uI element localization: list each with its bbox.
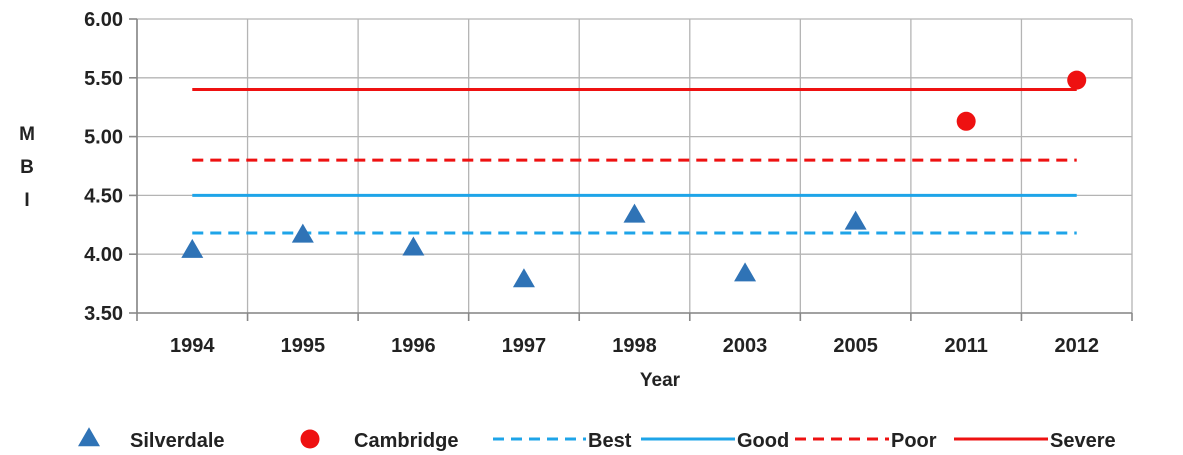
legend-symbol-cambridge — [300, 429, 320, 449]
point-silverdale — [623, 203, 646, 223]
x-tick-label: 2011 — [944, 335, 987, 357]
x-tick-label: 1996 — [391, 335, 436, 357]
y-axis-title-letter: I — [24, 190, 29, 211]
x-tick-label: 1998 — [612, 335, 657, 357]
x-tick-label: 1995 — [281, 335, 326, 357]
y-tick-label: 5.00 — [84, 127, 123, 149]
point-silverdale — [734, 262, 757, 282]
point-silverdale — [512, 268, 535, 288]
x-axis-title: Year — [640, 370, 681, 391]
point-silverdale — [402, 236, 425, 256]
y-tick-label: 6.00 — [84, 9, 123, 31]
y-axis-title: MBI — [19, 124, 35, 211]
y-tick-label: 4.00 — [84, 244, 123, 266]
x-tick-label: 1994 — [170, 335, 215, 357]
y-tick-label: 4.50 — [84, 185, 123, 207]
y-axis-title-letter: B — [20, 157, 34, 178]
point-cambridge — [1067, 70, 1087, 90]
legend-item-good: Good — [641, 430, 789, 452]
legend-label: Good — [737, 430, 789, 452]
legend-item-cambridge: Cambridge — [300, 429, 458, 452]
y-tick-label: 5.50 — [84, 68, 123, 90]
x-tick-labels: 1994 1995 1996 1997 1998 2003 2005 2011 2012 — [170, 335, 1099, 357]
legend-item-poor: Poor — [795, 430, 937, 452]
threshold-lines — [192, 88, 1077, 235]
x-tick-label: 2005 — [833, 335, 878, 357]
legend-item-severe: Severe — [954, 430, 1116, 452]
y-axis-title-letter: M — [19, 124, 35, 145]
x-tick-label: 1997 — [502, 335, 547, 357]
legend-label: Cambridge — [354, 430, 458, 452]
axes — [129, 18, 1133, 321]
legend: Silverdale Cambridge Best Good Poor Severe — [78, 427, 1116, 452]
point-silverdale — [291, 223, 314, 243]
grid-lines — [136, 18, 1133, 314]
legend-item-silverdale: Silverdale — [78, 427, 225, 452]
legend-label: Severe — [1050, 430, 1116, 452]
legend-symbol-silverdale — [78, 427, 100, 447]
x-tick-label: 2012 — [1054, 335, 1099, 357]
y-tick-label: 3.50 — [84, 303, 123, 325]
point-silverdale — [181, 238, 204, 258]
legend-label: Best — [588, 430, 632, 452]
data-points — [181, 70, 1087, 288]
legend-label: Poor — [891, 430, 937, 452]
legend-item-best: Best — [493, 430, 632, 452]
x-tick-label: 2003 — [723, 335, 768, 357]
y-tick-labels: 3.50 4.00 4.50 5.00 5.50 6.00 — [84, 9, 123, 325]
point-silverdale — [844, 210, 867, 230]
legend-label: Silverdale — [130, 430, 225, 452]
point-cambridge — [956, 111, 976, 131]
